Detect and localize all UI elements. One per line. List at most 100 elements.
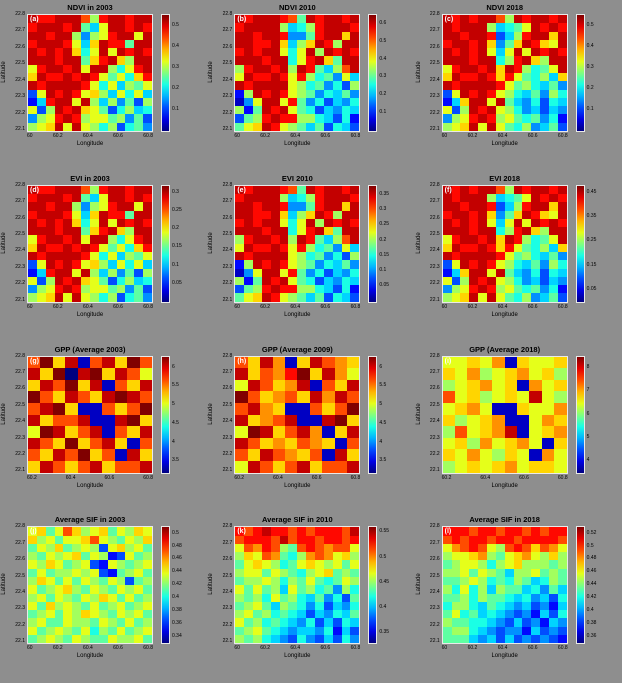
heatmap-cell [279,89,289,98]
heatmap-cell [52,449,66,461]
heatmap-cell [540,276,549,286]
heatmap-cell [323,235,333,244]
heatmap-cell [469,243,479,253]
heatmap-cell [98,48,108,57]
heatmap-cell [478,276,487,286]
heatmap-cell [116,252,126,261]
heatmap-cell [517,391,530,403]
heatmap-cell [98,122,108,131]
y-tick-label: 22.7 [429,27,440,34]
heatmap-cell [346,368,360,380]
heatmap-cell [469,31,479,40]
heatmap-cell [72,285,82,294]
heatmap-cell [235,227,245,236]
heatmap-cell [297,634,307,644]
heatmap-cell [28,402,41,415]
heatmap-cell [517,402,530,415]
heatmap-cell [522,15,532,24]
y-tick-label: 22.2 [429,621,440,628]
heatmap-cell [125,89,135,98]
heatmap-cell [522,535,532,544]
heatmap-cell [261,23,271,32]
heatmap-cell [98,185,108,195]
heatmap-cell [134,185,144,195]
heatmap-cell [28,276,37,286]
heatmap-cell [235,527,245,536]
heatmap-cell [341,260,351,269]
heatmap-cell [89,218,99,228]
x-tick-label: 60.8 [557,474,568,481]
y-tick-label: 22.4 [15,588,25,595]
heatmap-cell [495,585,505,594]
colorbar-tick-label: 0.3 [586,63,594,70]
heatmap-cell [28,285,37,294]
heatmap-cell [495,560,505,569]
heatmap-cell [531,543,541,553]
heatmap-cell [531,252,541,261]
heatmap-cell [531,260,541,269]
x-tick-label: 60.6 [519,474,529,481]
heatmap-cell [315,618,324,627]
heatmap-cell [548,576,558,586]
heatmap-cell [522,634,532,644]
heatmap-cell [495,15,505,24]
heatmap-cell [89,210,99,219]
heatmap-cell [334,402,347,415]
heatmap-cell [134,227,144,236]
heatmap-cell [279,276,289,286]
heatmap-cell [332,202,342,211]
heatmap-cell [72,114,82,123]
heatmap-cell [442,356,456,369]
heatmap-cell [235,601,245,611]
heatmap-cell [253,235,262,244]
heatmap-cell [469,576,479,586]
heatmap-cell [28,185,37,195]
heatmap-cell [323,106,333,115]
heatmap-cell [125,634,135,644]
heatmap-cell [455,402,468,415]
heatmap-cell [495,276,505,286]
heatmap-cell [442,535,452,544]
heatmap-cell [554,402,567,415]
heatmap-cell [36,585,46,594]
y-tick-label: 22.3 [222,605,233,612]
heatmap-cell [253,593,262,602]
heatmap-cell [504,72,514,82]
heatmap-cell [36,560,46,569]
heatmap-cell [469,39,479,49]
heatmap-cell [486,610,496,619]
heatmap-cell [261,268,271,277]
heatmap-cell [548,252,558,261]
heatmap-cell [442,194,452,203]
heatmap-cell [45,527,55,536]
heatmap-cell [72,202,82,211]
heatmap-cell [297,89,307,98]
colorbar [161,526,170,645]
colorbar-tick-label: 0.38 [172,607,182,614]
y-tick-label: 22.4 [429,76,440,83]
heatmap-cell [107,593,117,602]
x-tick-label: 60.8 [143,303,153,310]
heatmap-cell [334,449,347,461]
colorbar-tick-label: 0.52 [586,529,597,536]
heatmap-cell [107,552,117,561]
heatmap-cell [306,31,316,40]
heatmap-cell [557,293,567,302]
heatmap-cell [89,235,99,244]
heatmap-cell [253,185,262,195]
heatmap-cell [72,97,82,107]
panel-title: NDVI 2010 [278,3,316,12]
heatmap-cell [260,414,273,427]
x-axis-ticks: 60 60.2 60.4 60.6 60.8 [27,303,153,310]
y-tick-label: 22.7 [222,368,233,375]
heatmap-cell [107,601,117,611]
y-tick-label: 22.6 [222,214,233,221]
heatmap-cell [143,56,152,65]
heatmap-cell [261,15,271,24]
heatmap-cell [495,81,505,90]
heatmap-cell [460,64,470,73]
heatmap-cell [143,97,152,107]
heatmap-cell [116,285,126,294]
x-tick-label: 60.6 [113,133,123,139]
heatmap-cell [504,210,514,219]
